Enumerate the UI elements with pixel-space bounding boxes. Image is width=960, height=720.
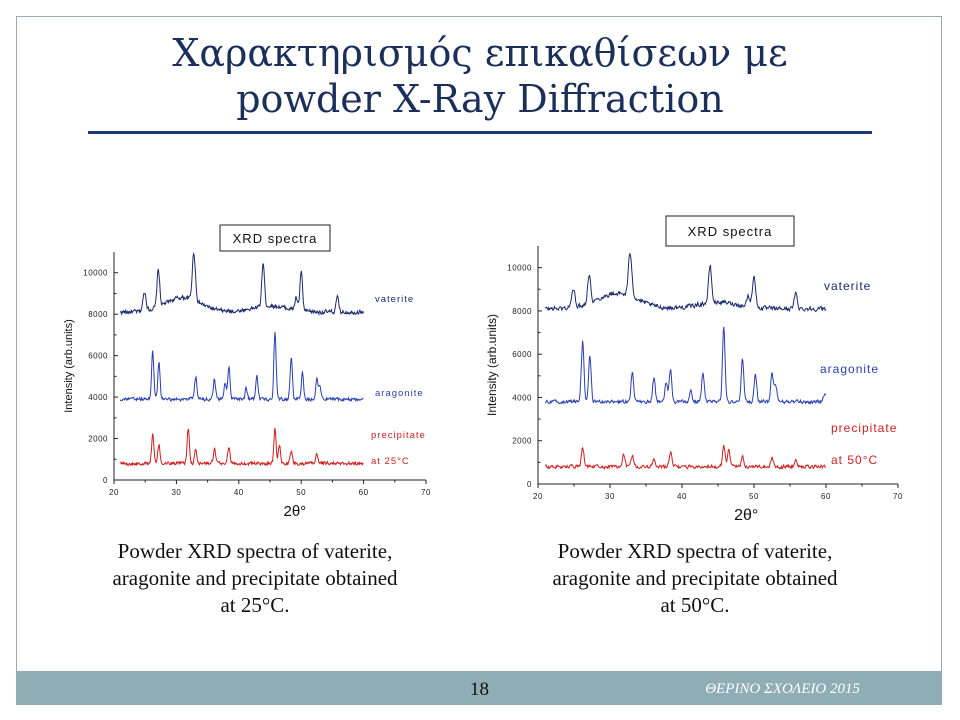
chart-title: XRD spectra <box>688 224 773 239</box>
slide-title-line1: Χαρακτηρισμός επικαθίσεων με <box>172 31 788 75</box>
series-line-vaterite <box>119 252 364 316</box>
series-line-aragonite <box>545 326 827 406</box>
chart-title-box <box>219 224 331 252</box>
series-line-precipitate <box>120 428 364 467</box>
xrd-chart-50c: XRD spectra 0 2000 4000 6000 8000 10000 20 30 40 5… <box>485 215 903 524</box>
footer-school-name: ΘΕΡΙΝΟ ΣΧΟΛΕΙΟ 2015 <box>705 681 860 697</box>
x-tick-label: 70 <box>421 488 431 497</box>
x-tick-label: 60 <box>821 492 831 501</box>
series-label-temperature: at 25°C <box>371 456 410 467</box>
series-label-aragonite: aragonite <box>820 362 879 376</box>
series-line-precipitate <box>544 445 826 470</box>
x-tick-label: 70 <box>893 492 903 501</box>
x-tick-label: 50 <box>749 492 759 501</box>
xrd-chart-25c: XRD spectra 0 2000 4000 6000 8000 10000 20 30 40 5… <box>63 224 431 520</box>
series-label-aragonite: aragonite <box>375 388 424 399</box>
y-tick-label: 8000 <box>512 307 532 316</box>
page-number: 18 <box>470 679 489 700</box>
y-tick-label: 0 <box>103 476 108 485</box>
y-tick-label: 6000 <box>512 350 532 359</box>
series-line-aragonite <box>119 332 364 403</box>
series-label-precipitate: precipitate <box>371 430 426 441</box>
y-tick-label: 2000 <box>512 437 532 446</box>
caption-50c: Powder XRD spectra of vaterite, aragonit… <box>510 538 880 619</box>
x-tick-label: 20 <box>533 492 543 501</box>
chart-title-box <box>665 215 795 247</box>
caption-line: at 25°C. <box>220 593 290 617</box>
y-tick-label: 6000 <box>88 352 108 361</box>
chart-title: XRD spectra <box>233 231 318 246</box>
caption-line: at 50°C. <box>660 593 730 617</box>
y-tick-label: 8000 <box>88 310 108 319</box>
y-tick-label: 10000 <box>507 264 532 273</box>
caption-line: Powder XRD spectra of vaterite, <box>117 539 393 563</box>
x-tick-label: 50 <box>296 488 306 497</box>
caption-line: aragonite and precipitate obtained <box>552 566 838 590</box>
y-tick-label: 2000 <box>88 435 108 444</box>
y-axis-label: Intensity (arb.units) <box>63 319 75 413</box>
footer-bar <box>16 671 942 705</box>
x-tick-label: 30 <box>171 488 181 497</box>
x-axis-label: 2θ° <box>283 503 306 520</box>
y-tick-label: 4000 <box>88 393 108 402</box>
x-tick-label: 20 <box>109 488 119 497</box>
series-line-vaterite <box>545 252 827 313</box>
y-axis-label: Intensity (arb.units) <box>485 314 499 416</box>
x-tick-label: 60 <box>359 488 369 497</box>
slide-title-line2: powder X-Ray Diffraction <box>236 77 724 121</box>
series-label-vaterite: vaterite <box>824 279 871 293</box>
caption-line: aragonite and precipitate obtained <box>112 566 398 590</box>
y-tick-label: 4000 <box>512 393 532 402</box>
caption-line: Powder XRD spectra of vaterite, <box>557 539 833 563</box>
x-tick-label: 30 <box>605 492 615 501</box>
series-label-precipitate: precipitate <box>831 421 897 435</box>
series-label-vaterite: vaterite <box>375 294 414 305</box>
caption-25c: Powder XRD spectra of vaterite, aragonit… <box>70 538 440 619</box>
x-tick-label: 40 <box>677 492 687 501</box>
x-tick-label: 40 <box>234 488 244 497</box>
y-tick-label: 0 <box>527 480 532 489</box>
y-tick-label: 10000 <box>83 269 108 278</box>
x-axis-label: 2θ° <box>734 507 758 524</box>
title-underline <box>88 131 872 134</box>
series-label-temperature: at 50°C <box>831 453 878 467</box>
